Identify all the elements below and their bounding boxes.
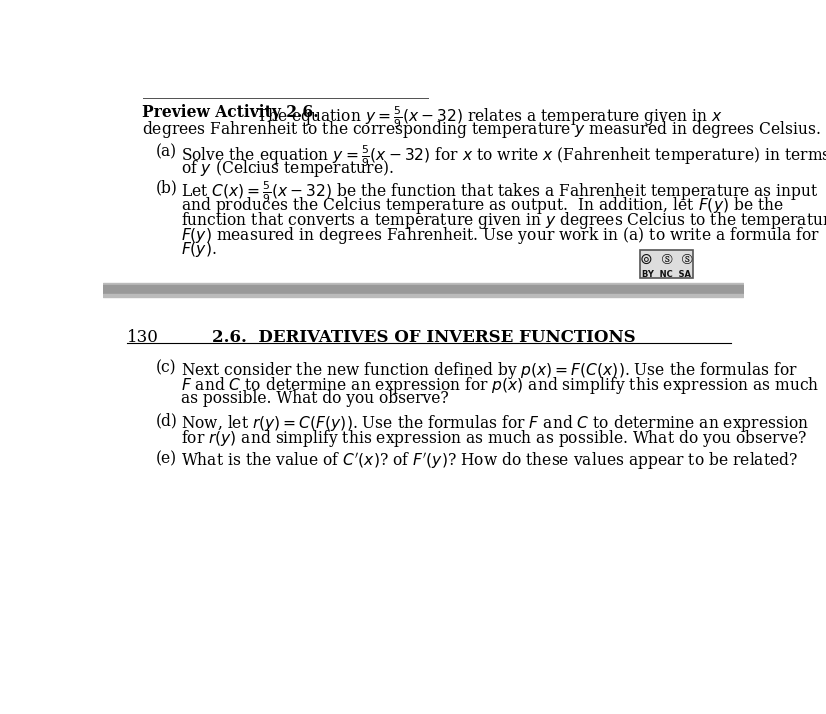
Text: $F(y)$.: $F(y)$. <box>181 240 216 258</box>
Text: BY  NC  SA: BY NC SA <box>642 270 691 278</box>
Text: $\circledcirc$  $\circledS$  $\circledS$: $\circledcirc$ $\circledS$ $\circledS$ <box>639 253 694 267</box>
Text: (a): (a) <box>156 144 177 161</box>
Text: (b): (b) <box>156 180 178 196</box>
Text: Now, let $r(y) = C(F(y))$. Use the formulas for $F$ and $C$ to determine an expr: Now, let $r(y) = C(F(y))$. Use the formu… <box>181 413 809 433</box>
Text: 2.6.  DERIVATIVES OF INVERSE FUNCTIONS: 2.6. DERIVATIVES OF INVERSE FUNCTIONS <box>211 329 635 346</box>
Text: (c): (c) <box>156 360 177 377</box>
Text: What is the value of $C'(x)$? of $F'(y)$? How do these values appear to be relat: What is the value of $C'(x)$? of $F'(y)$… <box>181 451 798 471</box>
Text: of $y$ (Celcius temperature).: of $y$ (Celcius temperature). <box>181 159 393 179</box>
Text: $F$ and $C$ to determine an expression for $p(x)$ and simplify this expression a: $F$ and $C$ to determine an expression f… <box>181 375 819 396</box>
Text: Let $C(x) = \frac{5}{9}(x - 32)$ be the function that takes a Fahrenheit tempera: Let $C(x) = \frac{5}{9}(x - 32)$ be the … <box>181 180 819 206</box>
Text: The equation $y = \frac{5}{9}(x - 32)$ relates a temperature given in $x$: The equation $y = \frac{5}{9}(x - 32)$ r… <box>252 104 723 130</box>
Text: Preview Activity 2.6.: Preview Activity 2.6. <box>142 104 319 121</box>
Text: (e): (e) <box>156 451 177 467</box>
Text: as possible. What do you observe?: as possible. What do you observe? <box>181 390 449 407</box>
Text: and produces the Celcius temperature as output.  In addition, let $F(y)$ be the: and produces the Celcius temperature as … <box>181 195 784 216</box>
Text: Next consider the new function defined by $p(x) = F(C(x))$. Use the formulas for: Next consider the new function defined b… <box>181 360 798 381</box>
FancyBboxPatch shape <box>640 251 693 278</box>
Text: Solve the equation $y = \frac{5}{9}(x - 32)$ for $x$ to write $x$ (Fahrenheit te: Solve the equation $y = \frac{5}{9}(x - … <box>181 144 826 169</box>
Text: $\overline{\quad\quad\quad\quad\quad\quad\quad\quad\quad\quad\quad\quad\quad\qua: $\overline{\quad\quad\quad\quad\quad\qua… <box>142 94 429 102</box>
Text: for $r(y)$ and simplify this expression as much as possible. What do you observe: for $r(y)$ and simplify this expression … <box>181 428 807 448</box>
Text: $F(y)$ measured in degrees Fahrenheit. Use your work in (a) to write a formula f: $F(y)$ measured in degrees Fahrenheit. U… <box>181 225 820 246</box>
Text: (d): (d) <box>156 413 178 430</box>
Text: function that converts a temperature given in $y$ degrees Celcius to the tempera: function that converts a temperature giv… <box>181 210 826 231</box>
Text: degrees Fahrenheit to the corresponding temperature $y$ measured in degrees Cels: degrees Fahrenheit to the corresponding … <box>142 119 821 140</box>
Text: 130: 130 <box>126 329 159 346</box>
